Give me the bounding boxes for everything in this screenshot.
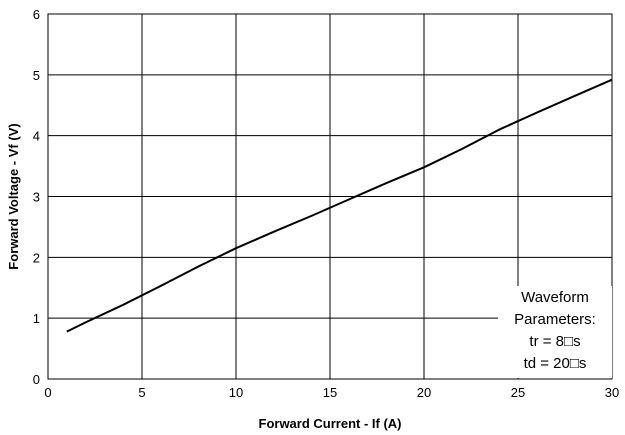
y-tick-label: 2: [33, 250, 40, 265]
annotation-line-td: td = 20□s: [524, 355, 587, 372]
x-tick-label: 25: [511, 385, 525, 400]
x-tick-label: 20: [417, 385, 431, 400]
y-axis-title: Forward Voltage - Vf (V): [6, 123, 21, 269]
y-tick-label: 1: [33, 311, 40, 326]
y-tick-label: 6: [33, 7, 40, 22]
x-axis-title: Forward Current - If (A): [259, 416, 402, 431]
y-tick-labels: 0 1 2 3 4 5 6: [33, 7, 40, 387]
x-tick-label: 30: [605, 385, 619, 400]
x-tick-label: 5: [138, 385, 145, 400]
annotation-line-tr: tr = 8□s: [529, 333, 580, 350]
grid-lines: [48, 14, 612, 379]
waveform-parameters-annotation: Waveform Parameters: tr = 8□s td = 20□s: [498, 286, 612, 378]
y-tick-label: 4: [33, 129, 40, 144]
y-tick-label: 5: [33, 68, 40, 83]
x-tick-label: 15: [323, 385, 337, 400]
annotation-line-waveform: Waveform: [521, 289, 589, 306]
x-tick-labels: 0 5 10 15 20 25 30: [44, 385, 619, 400]
annotation-background: [498, 286, 612, 378]
x-tick-label: 10: [229, 385, 243, 400]
x-tick-label: 0: [44, 385, 51, 400]
series-line-0: [66, 78, 613, 333]
y-tick-label: 0: [33, 372, 40, 387]
y-tick-label: 3: [33, 190, 40, 205]
annotation-line-parameters: Parameters:: [514, 311, 596, 328]
series-layer: [66, 78, 613, 333]
plot-frame: [47, 13, 613, 380]
